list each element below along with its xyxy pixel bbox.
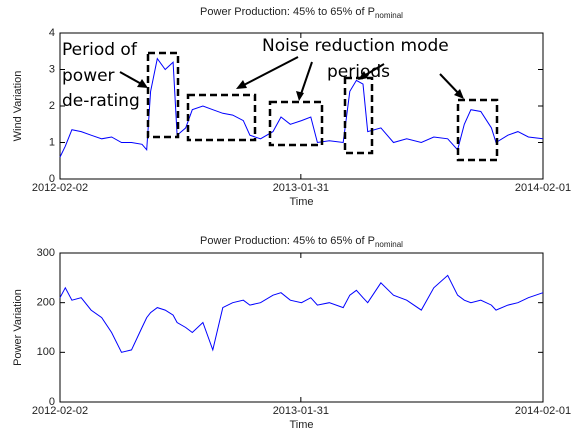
y-tick-label: 0: [49, 173, 55, 185]
noise-box: [186, 93, 257, 142]
x-axis-label: Time: [289, 419, 313, 431]
y-tick-label: 200: [37, 297, 55, 309]
y-tick-label: 3: [49, 63, 55, 75]
chart-title: Power Production: 45% to 65% of Pnominal: [200, 6, 403, 20]
y-tick-label: 100: [37, 346, 55, 358]
noise-box: [456, 98, 499, 162]
arrowhead: [358, 71, 368, 80]
arrowhead: [454, 89, 464, 99]
x-tick-label: 2014-02-01: [515, 182, 571, 194]
x-tick-label: 2012-02-02: [32, 405, 88, 417]
title-subscript: nominal: [375, 11, 403, 20]
arrow: [239, 56, 299, 88]
data-line: [59, 57, 544, 158]
annotation: Noise reduction mode: [262, 36, 449, 56]
x-tick-label: 2014-02-01: [515, 405, 571, 417]
y-tick-label: 1: [49, 136, 55, 148]
plot-area: [59, 252, 544, 403]
annotation: periods: [327, 62, 390, 82]
arrowhead: [236, 80, 247, 89]
noise-box: [343, 76, 374, 155]
y-axis-label: Wind Variation: [12, 71, 24, 142]
y-tick-label: 4: [49, 27, 55, 39]
annotations: Period of power de-rating Noise reduction m…: [62, 36, 499, 162]
subplot: Power Production: 45% to 65% of Pnominal…: [12, 6, 571, 208]
chart-title: Power Production: 45% to 65% of Pnominal: [200, 235, 403, 249]
data-line: [59, 274, 544, 353]
y-axis-label: Power Variation: [12, 289, 24, 366]
annotation: de-rating: [62, 91, 140, 111]
x-tick-label: 2013-01-31: [273, 405, 329, 417]
y-tick-label: 2: [49, 100, 55, 112]
x-tick-label: 2012-02-02: [32, 182, 88, 194]
annotation: Period of: [62, 40, 138, 60]
x-axis-label: Time: [289, 196, 313, 208]
arrowhead: [137, 79, 148, 88]
y-tick-label: 300: [37, 247, 55, 259]
noise-box: [268, 100, 324, 147]
title-subscript: nominal: [375, 240, 403, 249]
annotation: power: [62, 66, 115, 86]
arrow: [299, 61, 313, 98]
subplot: Power Production: 45% to 65% of Pnominal…: [12, 235, 571, 431]
title-text: Power Production: 45% to 65% of P: [200, 235, 375, 247]
derating-box: [146, 51, 180, 139]
x-tick-label: 2013-01-31: [273, 182, 329, 194]
y-tick-label: 0: [49, 396, 55, 408]
arrowhead: [296, 91, 304, 101]
title-text: Power Production: 45% to 65% of P: [200, 6, 375, 18]
